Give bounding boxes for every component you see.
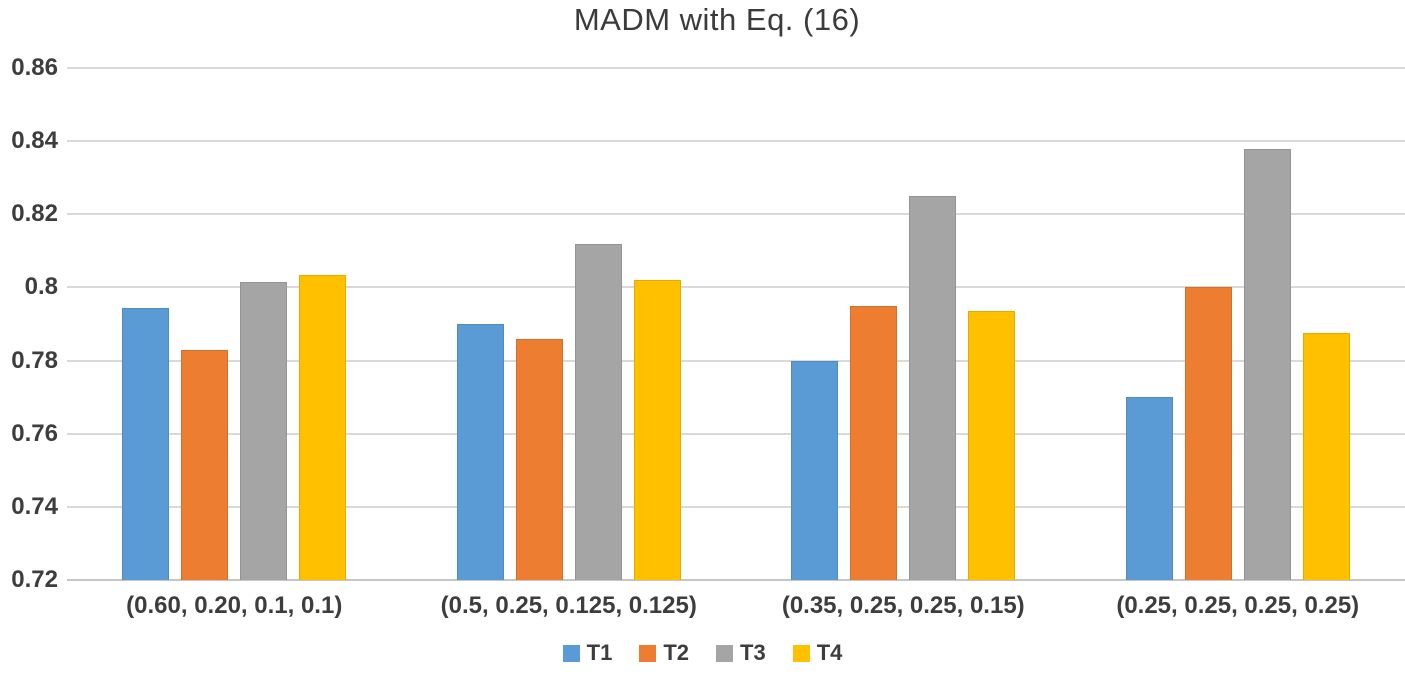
- gridline: [67, 67, 1405, 69]
- legend-label: T4: [816, 640, 843, 665]
- bar-t3-group-2: [574, 243, 622, 580]
- bar-t3-group-1: [240, 281, 288, 580]
- gridline: [67, 505, 1405, 508]
- legend-label: T1: [586, 640, 613, 665]
- y-axis-tick-label: 0.86: [11, 54, 58, 81]
- y-axis-tick-label: 0.76: [11, 419, 58, 447]
- y-axis-tick-label: 0.72: [11, 566, 58, 593]
- gridline: [67, 359, 1405, 362]
- legend-swatch-icon: [562, 644, 580, 662]
- bar-t4-group-2: [633, 280, 681, 580]
- chart-title: MADM with Eq. (16): [573, 2, 861, 37]
- legend-item-t2: T2: [639, 640, 689, 666]
- y-axis-tick-label: 0.84: [11, 127, 58, 155]
- legend-label: T3: [740, 640, 766, 665]
- gridline: [67, 140, 1405, 143]
- gridline: [67, 432, 1405, 435]
- bar-t2-group-1: [181, 349, 229, 580]
- bar-t3-group-3: [909, 196, 957, 580]
- plot-area: [67, 67, 1405, 581]
- bar-t4-group-3: [968, 311, 1016, 580]
- bar-t2-group-2: [515, 338, 563, 580]
- y-axis-tick-label: 0.74: [11, 492, 58, 520]
- bar-t2-group-3: [850, 305, 898, 580]
- x-axis-category-label: (0.5, 0.25, 0.125, 0.125): [440, 592, 697, 619]
- bar-t4-group-4: [1302, 333, 1350, 580]
- x-axis-line: [67, 579, 1405, 581]
- legend: T1 T2 T3 T4: [0, 640, 1405, 666]
- x-axis-category-label: (0.35, 0.25, 0.25, 0.15): [781, 592, 1025, 619]
- bar-t1-group-2: [456, 324, 504, 580]
- legend-swatch-icon: [639, 644, 657, 662]
- legend-swatch-icon: [716, 644, 733, 662]
- bar-t2-group-4: [1184, 287, 1232, 580]
- legend-item-t4: T4: [792, 640, 843, 666]
- bar-t1-group-3: [791, 360, 839, 580]
- bar-t3-group-4: [1243, 148, 1291, 580]
- bar-t4-group-1: [299, 274, 347, 580]
- legend-swatch-icon: [792, 644, 810, 662]
- gridline: [67, 286, 1405, 289]
- bar-t1-group-1: [122, 307, 170, 580]
- y-axis-tick-label: 0.78: [11, 346, 58, 374]
- bar-t1-group-4: [1125, 397, 1173, 580]
- x-axis-category-label: (0.60, 0.20, 0.1, 0.1): [126, 592, 343, 619]
- y-axis-tick-label: 0.8: [24, 273, 58, 301]
- x-axis-category-label: (0.25, 0.25, 0.25, 0.25): [1116, 592, 1360, 619]
- legend-item-t3: T3: [716, 640, 766, 666]
- y-axis-tick-label: 0.82: [11, 200, 58, 228]
- legend-item-t1: T1: [562, 640, 613, 666]
- legend-label: T2: [663, 640, 689, 665]
- gridline: [67, 213, 1405, 216]
